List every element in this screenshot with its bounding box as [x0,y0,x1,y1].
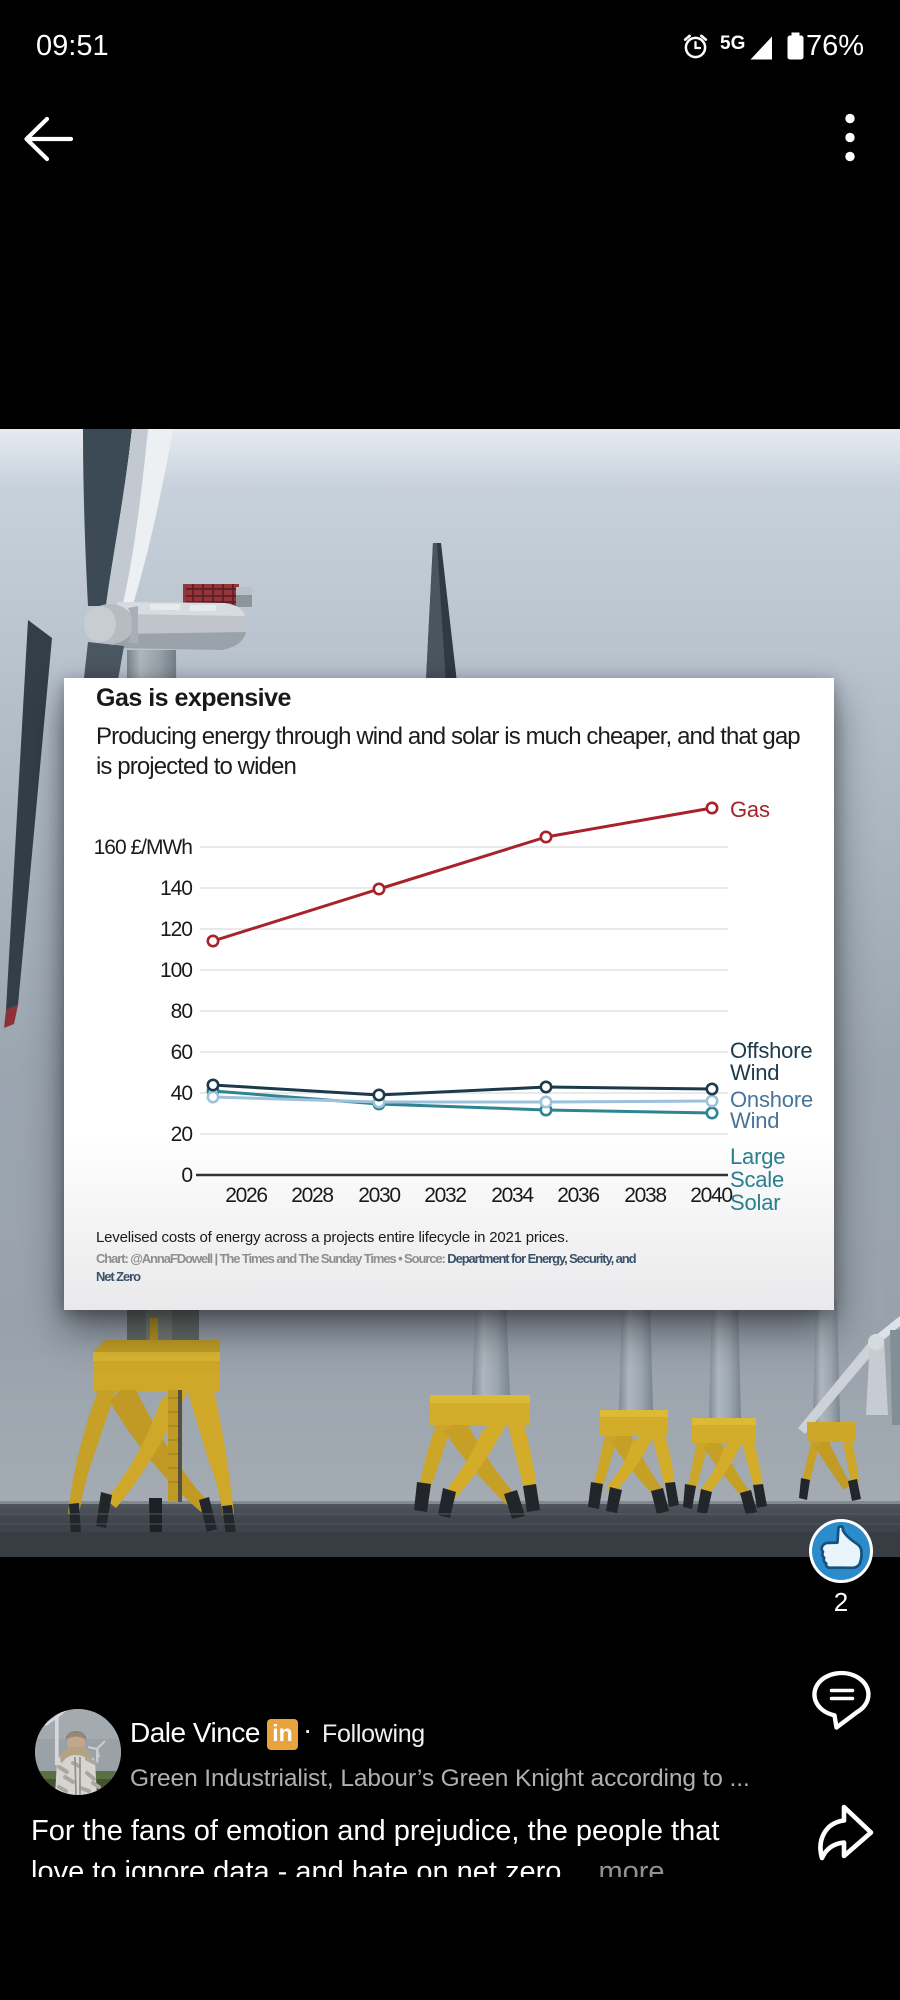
svg-text:2038: 2038 [624,1184,666,1207]
svg-text:100: 100 [160,959,192,982]
svg-text:Onshore: Onshore [730,1087,813,1112]
svg-text:60: 60 [171,1041,193,1064]
svg-text:Offshore: Offshore [730,1038,812,1063]
svg-text:2034: 2034 [491,1184,534,1207]
svg-text:2030: 2030 [358,1184,400,1207]
svg-text:Gas: Gas [730,797,770,822]
svg-text:120: 120 [160,918,192,941]
svg-text:Wind: Wind [730,1108,779,1133]
svg-text:Wind: Wind [730,1060,779,1085]
svg-text:2036: 2036 [557,1184,599,1207]
svg-text:Large: Large [730,1144,785,1169]
svg-text:160 £/MWh: 160 £/MWh [94,836,193,859]
svg-text:2026: 2026 [225,1184,267,1207]
svg-text:2032: 2032 [424,1184,466,1207]
svg-text:40: 40 [171,1082,193,1105]
svg-text:Scale: Scale [730,1167,784,1192]
svg-text:is projected to widen: is projected to widen [96,753,296,780]
svg-text:Levelised costs of energy acro: Levelised costs of energy across a proje… [96,1229,569,1246]
svg-text:2040: 2040 [690,1184,732,1207]
svg-text:Gas is expensive: Gas is expensive [96,684,292,712]
svg-text:Producing energy through wind: Producing energy through wind and solar … [96,723,800,750]
svg-text:80: 80 [171,1000,193,1023]
svg-text:Net Zero: Net Zero [96,1269,141,1284]
svg-text:Solar: Solar [730,1190,780,1215]
svg-text:20: 20 [171,1123,193,1146]
svg-text:140: 140 [160,877,192,900]
svg-text:2028: 2028 [291,1184,333,1207]
svg-text:0: 0 [181,1164,192,1187]
svg-text:Chart: @AnnaFDowell | The Time: Chart: @AnnaFDowell | The Times and The … [96,1251,637,1266]
